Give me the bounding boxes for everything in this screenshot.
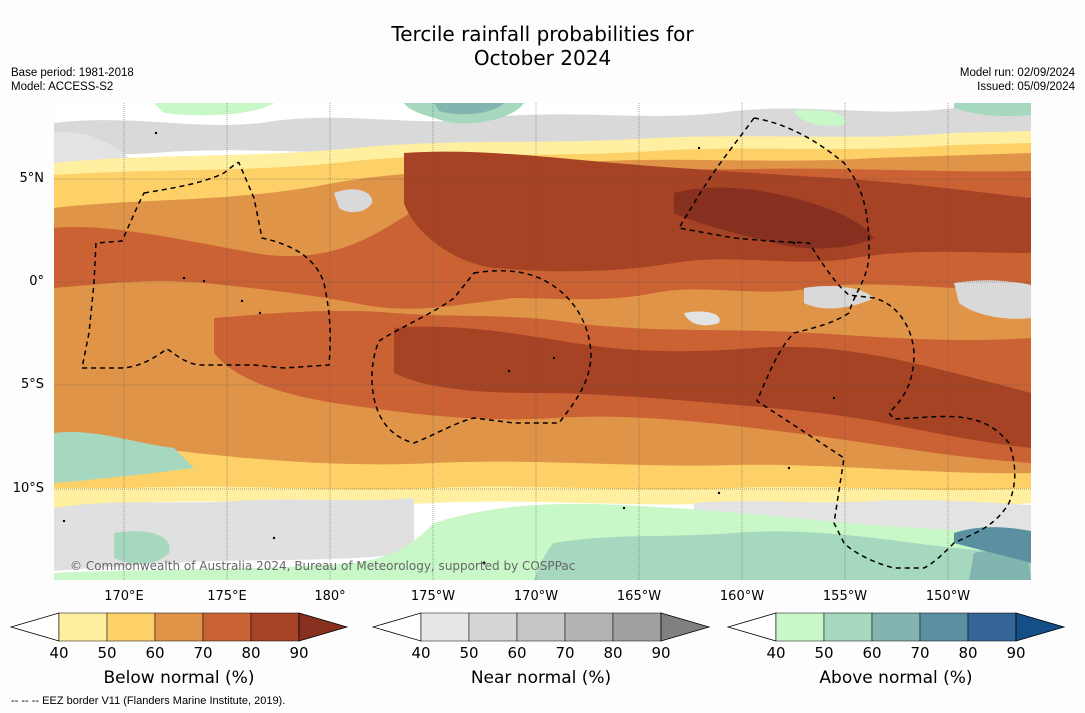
colorbar-near-seg-60-70 [516,612,566,642]
below-normal-90 [674,187,874,249]
colorbar-near-seg-50-60 [468,612,518,642]
colorbar-near-normal [371,612,711,642]
colorbar-near-under [371,612,422,642]
cb-below-tick-80: 80 [241,644,261,662]
above-normal-patch-top3 [954,103,1031,117]
island-markers [62,131,836,565]
eez-border-kiribati-gilbert [81,161,331,369]
colorbar-near-over [660,612,711,642]
cb-above-tick-60: 60 [862,644,882,662]
cb-above-tick-90: 90 [1006,644,1026,662]
graticule [54,103,1031,580]
cb-near-label: Near normal (%) [470,668,612,688]
cb-below-tick-90: 90 [289,644,309,662]
near-normal-patch-mid3 [954,280,1031,319]
colorbar-above-over [1015,612,1066,642]
colorbar-above-under [726,612,777,642]
colorbar-above-seg-50-60 [823,612,873,642]
colorbar-below-normal [9,612,349,642]
colorbar-near-seg-40-50 [420,612,470,642]
lat-label-10s: 10°S [12,481,44,496]
colorbar-near-seg-70-80 [564,612,614,642]
lon-label-170w: 170°W [513,589,559,604]
lon-label-155w: 155°W [822,589,868,604]
cb-below-tick-70: 70 [193,644,213,662]
lon-label-170e: 170°E [104,589,144,604]
colorbar-below-seg-70-80 [202,612,252,642]
copyright-notice: © Commonwealth of Australia 2024, Bureau… [70,559,576,573]
colorbar-above-seg-60-70 [871,612,921,642]
colorbar-below-seg-50-60 [106,612,156,642]
cb-near-tick-80: 80 [603,644,623,662]
cb-above-tick-50: 50 [814,644,834,662]
eez-borders [81,117,1016,569]
eez-border-phoenix [371,269,592,444]
lon-label-175e: 175°E [207,589,247,604]
near-normal-patch-mid1 [334,189,373,213]
cb-near-tick-50: 50 [459,644,479,662]
cb-below-tick-50: 50 [97,644,117,662]
model-name: Model: ACCESS-S2 [11,81,114,93]
lat-label-5n: 5°N [19,171,45,186]
model-run: Model run: 02/09/2024 [959,67,1075,79]
cb-near-tick-60: 60 [507,644,527,662]
lon-label-150w: 150°W [925,589,971,604]
cb-above-tick-70: 70 [910,644,930,662]
cb-below-label: Below normal (%) [103,668,255,688]
colorbar-below-seg-60-70 [154,612,204,642]
base-period: Base period: 1981-2018 [11,67,134,79]
below-normal-80-90-south [394,326,1031,448]
above-normal-patch-top-dark [434,103,504,115]
map-title-line2: October 2024 [473,46,612,70]
colorbar-above-seg-80-90 [967,612,1017,642]
colorbar-above-seg-40-50 [775,612,825,642]
lon-label-175w: 175°W [410,589,456,604]
cb-near-tick-90: 90 [651,644,671,662]
cb-above-tick-40: 40 [766,644,786,662]
cb-below-tick-40: 40 [49,644,69,662]
above-normal-region-south6 [954,527,1031,563]
meta-left: Base period: 1981-2018 Model: ACCESS-S2 [11,66,134,94]
map-title-line1: Tercile rainfall probabilities for [391,22,694,46]
colorbar-legends [9,612,1066,642]
colorbar-above-seg-70-80 [919,612,969,642]
colorbar-below-seg-40-50 [58,612,108,642]
cb-below-tick-60: 60 [145,644,165,662]
cb-above-tick-80: 80 [958,644,978,662]
cb-above-label: Above normal (%) [819,668,973,688]
lat-label-5s: 5°S [20,377,44,392]
lon-label-160w: 160°W [719,589,765,604]
above-normal-patch-top4 [794,110,846,126]
colorbar-below-seg-80-90 [250,612,300,642]
rainfall-probability-map [54,103,1031,580]
lon-label-180: 180° [314,589,346,604]
colorbar-below-under [9,612,60,642]
near-normal-patch-mid2 [804,286,874,309]
meta-right: Model run: 02/09/2024 Issued: 05/09/2024 [960,66,1075,94]
issued-date: Issued: 05/09/2024 [977,81,1075,93]
above-normal-region-south4 [114,531,170,564]
cb-near-tick-70: 70 [555,644,575,662]
colorbar-above-normal [726,612,1066,642]
colorbar-below-over [298,612,349,642]
lon-label-165w: 165°W [616,589,662,604]
near-normal-patch-mid4 [684,311,720,326]
cb-near-tick-40: 40 [411,644,431,662]
lat-label-0: 0° [29,274,44,289]
colorbar-near-seg-80-90 [612,612,662,642]
eez-footnote: -- -- -- EEZ border V11 (Flanders Marine… [11,695,286,707]
above-normal-patch-top2 [154,103,274,116]
